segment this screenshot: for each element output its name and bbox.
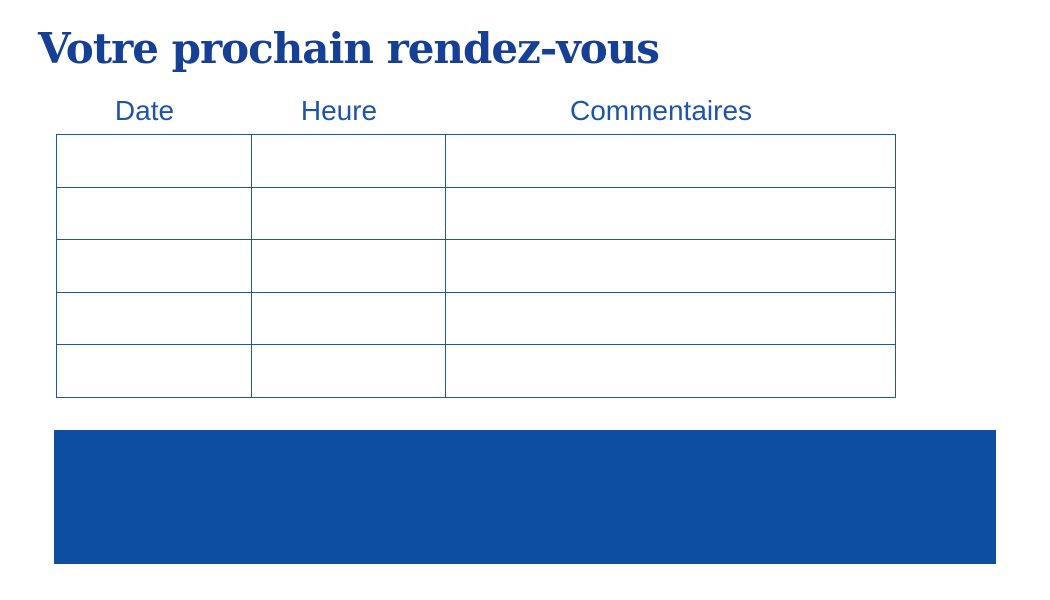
table-cell-empty	[445, 344, 896, 398]
table-cell-empty	[251, 291, 446, 345]
page-title: Votre prochain rendez-vous	[38, 24, 660, 73]
appointments-table-body	[56, 134, 896, 398]
table-cell-empty	[56, 344, 252, 398]
table-row	[56, 134, 896, 188]
footer-banner	[54, 430, 996, 564]
column-header-commentaires: Commentaires	[569, 95, 753, 126]
column-header-date: Date	[114, 95, 175, 126]
table-cell-empty	[56, 239, 252, 293]
table-cell-empty	[445, 186, 896, 240]
table-cell-empty	[251, 344, 446, 398]
table-row	[56, 344, 896, 398]
column-header-heure: Heure	[300, 95, 378, 126]
table-cell-empty	[251, 186, 446, 240]
table-row	[56, 186, 896, 240]
table-cell-empty	[445, 134, 896, 188]
table-cell-empty	[445, 239, 896, 293]
table-cell-empty	[251, 239, 446, 293]
table-cell-empty	[56, 186, 252, 240]
appointments-table	[56, 134, 896, 398]
table-cell-empty	[56, 134, 252, 188]
table-header-row: Date Heure Commentaires	[56, 93, 895, 127]
table-row	[56, 291, 896, 345]
table-row	[56, 239, 896, 293]
table-cell-empty	[445, 291, 896, 345]
table-cell-empty	[56, 291, 252, 345]
table-cell-empty	[251, 134, 446, 188]
